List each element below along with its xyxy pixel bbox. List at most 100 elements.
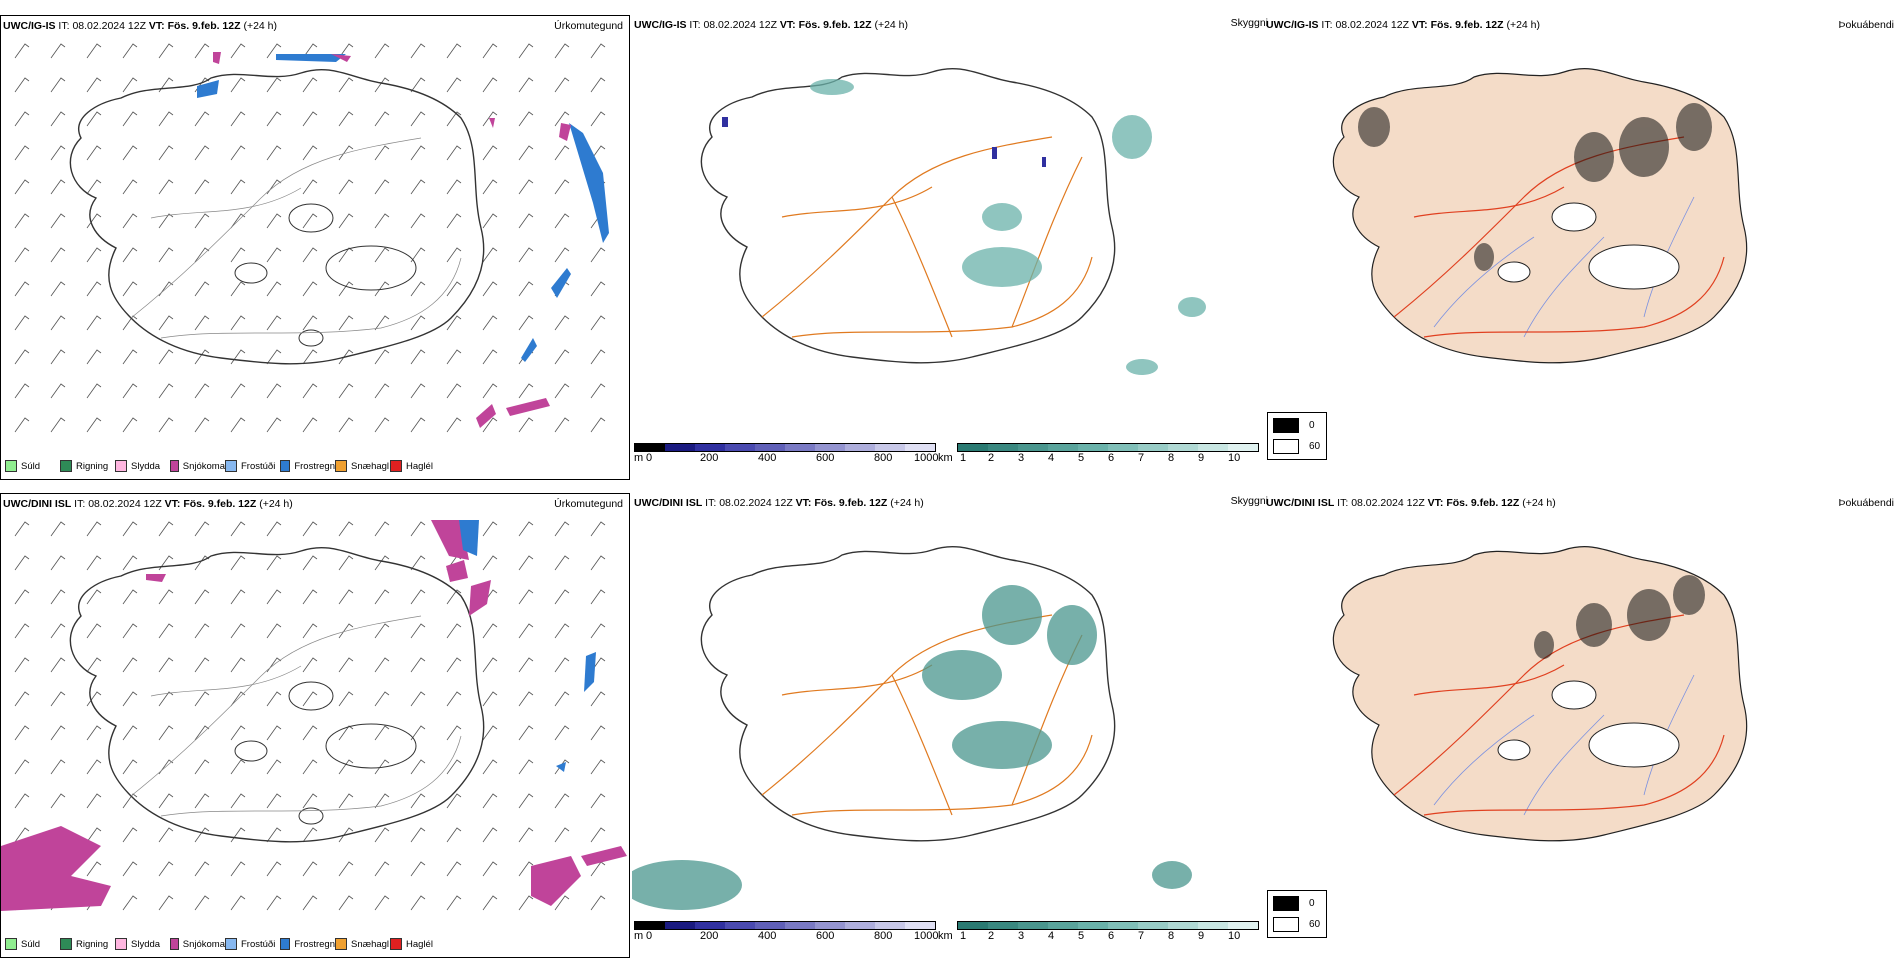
wind-barb bbox=[518, 179, 534, 195]
wind-barb bbox=[518, 145, 534, 161]
wind-barb bbox=[338, 111, 354, 127]
wind-barb bbox=[266, 281, 282, 297]
wind-barb bbox=[50, 315, 66, 331]
precip-map bbox=[1, 520, 627, 911]
wind-barb bbox=[230, 349, 246, 365]
wind-barb bbox=[338, 417, 354, 433]
wind-barb bbox=[158, 725, 174, 741]
wind-barb bbox=[194, 895, 210, 911]
wind-barb bbox=[410, 725, 426, 741]
wind-barb bbox=[302, 417, 318, 433]
wind-barb bbox=[410, 111, 426, 127]
wind-barb bbox=[338, 247, 354, 263]
wind-barb bbox=[230, 657, 246, 673]
wind-barb bbox=[230, 725, 246, 741]
wind-barb bbox=[482, 315, 498, 331]
wind-barb bbox=[374, 895, 390, 911]
wind-barb bbox=[338, 349, 354, 365]
wind-barb bbox=[50, 349, 66, 365]
wind-barb bbox=[374, 521, 390, 537]
wind-barb bbox=[590, 521, 606, 537]
wind-barb bbox=[446, 691, 462, 707]
wind-barb bbox=[158, 895, 174, 911]
wind-barb bbox=[518, 861, 534, 877]
wind-barb bbox=[374, 555, 390, 571]
wind-barb bbox=[158, 315, 174, 331]
wind-barb bbox=[302, 861, 318, 877]
wind-barb bbox=[86, 417, 102, 433]
wind-barb bbox=[230, 179, 246, 195]
wind-barb bbox=[302, 657, 318, 673]
colorbar-cell bbox=[695, 922, 725, 929]
wind-barbs bbox=[14, 521, 606, 911]
wind-barb bbox=[410, 43, 426, 59]
wind-barb bbox=[554, 895, 570, 911]
wind-barb bbox=[338, 589, 354, 605]
wind-barb bbox=[338, 861, 354, 877]
wind-barb bbox=[266, 417, 282, 433]
wind-barb bbox=[374, 77, 390, 93]
wind-barb bbox=[410, 759, 426, 775]
legend-item: Slydda bbox=[115, 938, 170, 950]
colorbar-cell bbox=[1018, 922, 1048, 929]
wind-barb bbox=[122, 759, 138, 775]
wind-barb bbox=[122, 43, 138, 59]
wind-barb bbox=[86, 247, 102, 263]
colorbar-cell bbox=[815, 922, 845, 929]
fog-index-shading bbox=[1534, 575, 1705, 659]
colorbar-cell bbox=[988, 444, 1018, 451]
wind-barb bbox=[50, 555, 66, 571]
wind-barb bbox=[194, 861, 210, 877]
precip-map bbox=[14, 43, 609, 433]
wind-barb bbox=[446, 43, 462, 59]
wind-barb bbox=[158, 349, 174, 365]
wind-barb bbox=[374, 691, 390, 707]
wind-barb bbox=[14, 589, 30, 605]
wind-barb bbox=[266, 861, 282, 877]
wind-barb bbox=[86, 623, 102, 639]
precip-type-legend: Súld Rigning Slydda Snjókoma Frostúði Fr… bbox=[5, 935, 445, 953]
wind-barb bbox=[122, 861, 138, 877]
wind-barb bbox=[50, 725, 66, 741]
wind-barb bbox=[518, 589, 534, 605]
wind-barb bbox=[266, 623, 282, 639]
legend-item: Slydda bbox=[115, 460, 170, 472]
glaciers bbox=[1497, 202, 1680, 290]
colorbar-cell bbox=[875, 922, 905, 929]
wind-barb bbox=[158, 213, 174, 229]
wind-barb bbox=[122, 589, 138, 605]
iceland-coastline bbox=[69, 69, 485, 365]
wind-barb bbox=[266, 111, 282, 127]
colorbar-cell bbox=[1168, 444, 1198, 451]
wind-barb bbox=[518, 43, 534, 59]
wind-barb bbox=[374, 657, 390, 673]
wind-barb bbox=[14, 623, 30, 639]
colorbar-cells bbox=[634, 921, 936, 930]
roads bbox=[761, 614, 1093, 816]
colorbar-cells bbox=[957, 443, 1259, 452]
visibility-km-colorbar bbox=[957, 443, 1259, 452]
wind-barb bbox=[50, 247, 66, 263]
colorbar-cell bbox=[845, 922, 875, 929]
wind-barb bbox=[194, 793, 210, 809]
wind-barb bbox=[86, 43, 102, 59]
wind-barb bbox=[158, 111, 174, 127]
wind-barb bbox=[14, 111, 30, 127]
wind-barb bbox=[158, 691, 174, 707]
wind-barb bbox=[554, 521, 570, 537]
wind-barb bbox=[230, 759, 246, 775]
glaciers bbox=[234, 203, 417, 347]
wind-barb bbox=[50, 691, 66, 707]
wind-barb bbox=[230, 521, 246, 537]
wind-barb bbox=[410, 247, 426, 263]
wind-barb bbox=[518, 623, 534, 639]
wind-barb bbox=[374, 111, 390, 127]
wind-barb bbox=[230, 77, 246, 93]
wind-barb bbox=[410, 77, 426, 93]
colorbar-cell bbox=[1108, 444, 1138, 451]
colorbar-cell bbox=[725, 922, 755, 929]
wind-barb bbox=[230, 623, 246, 639]
wind-barb bbox=[482, 145, 498, 161]
wind-barb bbox=[554, 759, 570, 775]
wind-barb bbox=[122, 793, 138, 809]
